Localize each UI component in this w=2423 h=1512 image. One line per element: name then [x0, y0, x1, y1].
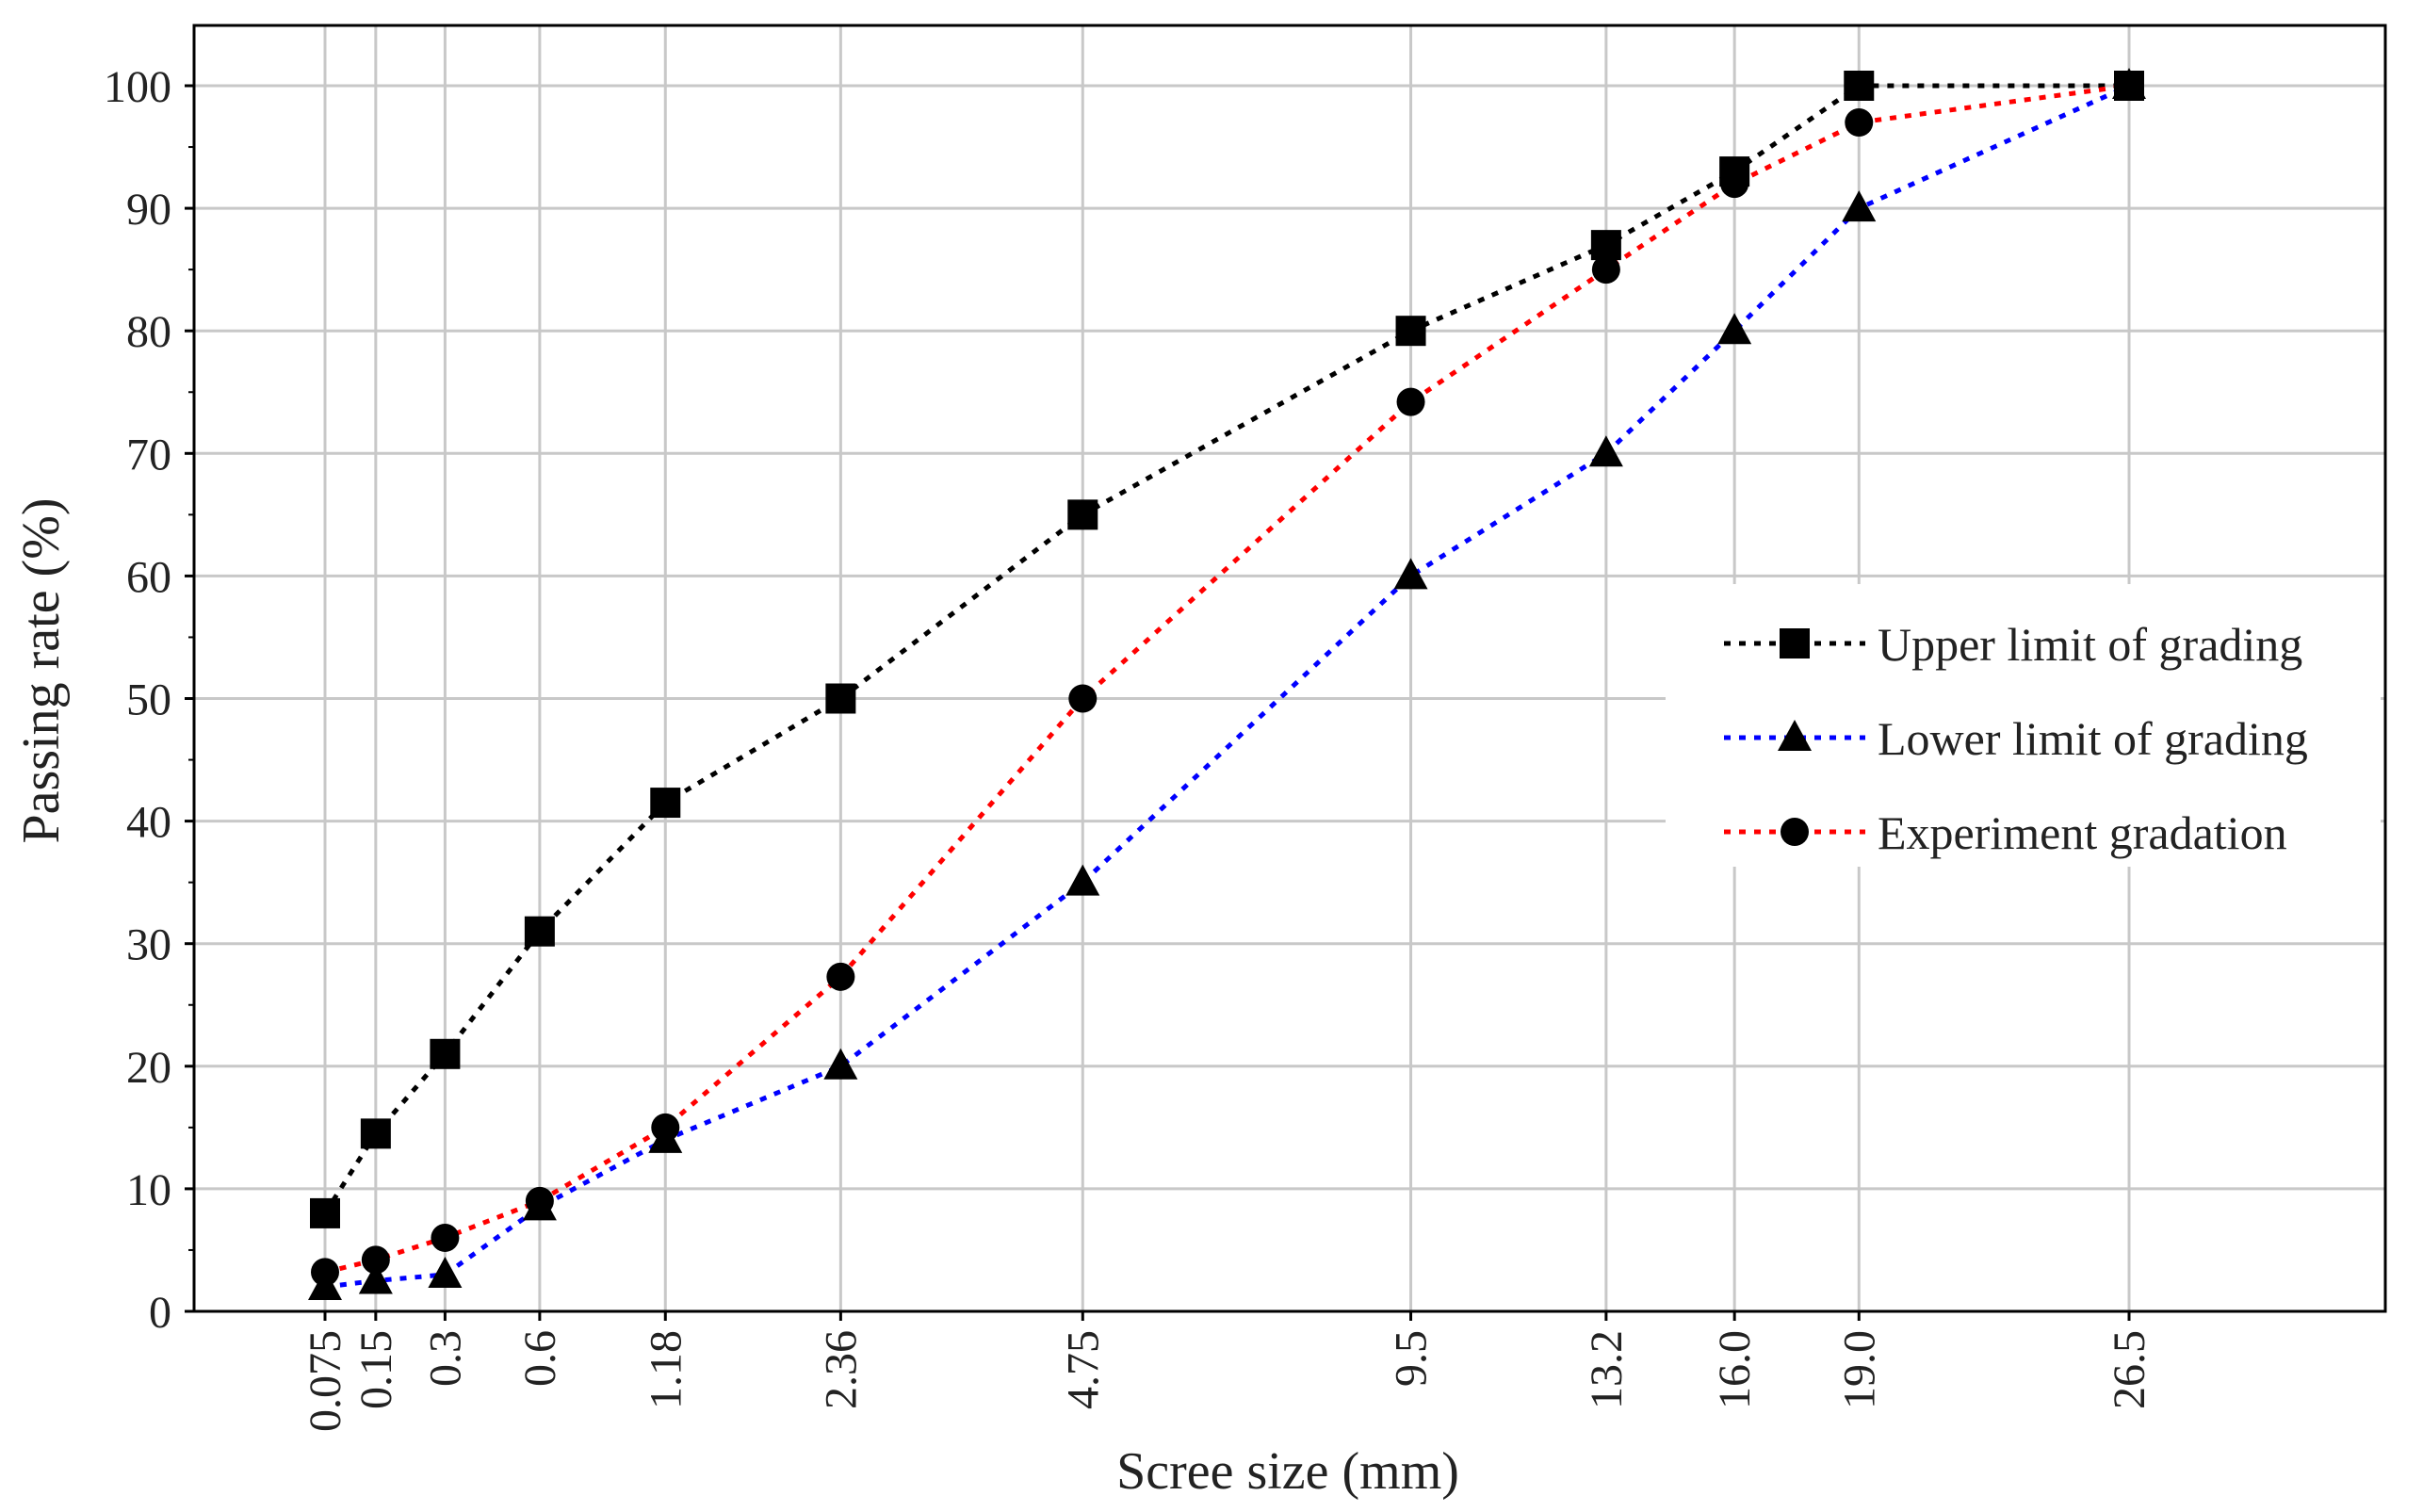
point-lower-limit-of-grading-9-5 — [1393, 558, 1428, 590]
y-tick-label-10: 10 — [126, 1165, 171, 1215]
y-tick-label-40: 40 — [126, 798, 171, 848]
grid-lines — [194, 25, 2385, 1313]
x-axis-title: Scree size (mm) — [1116, 1442, 1459, 1501]
x-tick-label-0-075: 0.075 — [301, 1330, 350, 1432]
x-tick-label-0-15: 0.15 — [351, 1330, 401, 1409]
y-tick-label-90: 90 — [126, 185, 171, 235]
legend-label-upper-limit-of-grading: Upper limit of grading — [1878, 618, 2302, 671]
y-tick-label-70: 70 — [126, 430, 171, 480]
point-experiment-gradation-16-0 — [1720, 170, 1749, 199]
data-markers — [308, 68, 2146, 1300]
point-experiment-gradation-0-15 — [361, 1245, 390, 1275]
x-tick-label-26-5: 26.5 — [2105, 1330, 2155, 1409]
point-lower-limit-of-grading-16-0 — [1717, 313, 1752, 345]
point-lower-limit-of-grading-13-2 — [1588, 435, 1623, 467]
y-tick-label-100: 100 — [104, 62, 171, 112]
tick-labels: 0 10 20 30 40 50 60 70 80 90 100 0.075 0.15 0.3 0.6 1.1… — [104, 62, 2155, 1432]
x-tick-label-0-3: 0.3 — [420, 1330, 470, 1387]
x-tick-label-0-6: 0.6 — [515, 1330, 565, 1387]
series-line-lower-limit-of-grading — [324, 83, 2131, 1290]
point-experiment-gradation-1-18 — [651, 1113, 680, 1142]
legend: Upper limit of grading Lower limit of gra… — [1724, 618, 2308, 859]
point-upper-limit-of-grading-0-3 — [430, 1038, 461, 1069]
legend-label-lower-limit-of-grading: Lower limit of grading — [1878, 712, 2308, 765]
point-experiment-gradation-2-36 — [826, 962, 855, 991]
x-tick-label-2-36: 2.36 — [816, 1330, 866, 1409]
point-upper-limit-of-grading-1-18 — [650, 788, 681, 819]
series-line-experiment-gradation — [324, 83, 2130, 1275]
point-upper-limit-of-grading-0-075 — [310, 1197, 340, 1228]
point-experiment-gradation-13-2 — [1591, 255, 1620, 285]
point-upper-limit-of-grading-4-75 — [1067, 499, 1098, 530]
y-tick-label-50: 50 — [126, 675, 171, 725]
point-experiment-gradation-19-0 — [1845, 108, 1874, 138]
x-tick-label-19-0: 19.0 — [1834, 1330, 1884, 1409]
point-experiment-gradation-26-5 — [2115, 72, 2143, 100]
point-experiment-gradation-4-75 — [1068, 684, 1098, 713]
x-tick-label-16-0: 16.0 — [1710, 1330, 1760, 1409]
y-tick-label-80: 80 — [126, 307, 171, 357]
x-tick-label-4-75: 4.75 — [1058, 1330, 1108, 1409]
legend-marker-experiment-gradation — [1781, 818, 1809, 846]
legend-marker-upper-limit-of-grading — [1780, 628, 1810, 658]
point-experiment-gradation-0-6 — [525, 1186, 554, 1215]
point-lower-limit-of-grading-4-75 — [1065, 864, 1100, 896]
y-tick-label-30: 30 — [126, 920, 171, 970]
point-upper-limit-of-grading-19-0 — [1844, 71, 1875, 101]
point-upper-limit-of-grading-0-15 — [360, 1118, 391, 1149]
y-tick-label-60: 60 — [126, 552, 171, 602]
point-upper-limit-of-grading-9-5 — [1395, 316, 1426, 347]
y-tick-label-0: 0 — [149, 1288, 171, 1338]
point-lower-limit-of-grading-0-15 — [358, 1262, 393, 1294]
plot-frame — [192, 24, 2387, 1313]
point-experiment-gradation-0-075 — [311, 1258, 339, 1287]
point-lower-limit-of-grading-19-0 — [1842, 190, 1877, 222]
legend-marker-lower-limit-of-grading — [1778, 720, 1812, 751]
x-tick-label-13-2: 13.2 — [1582, 1330, 1632, 1409]
axes — [185, 24, 2387, 1321]
point-upper-limit-of-grading-0-6 — [524, 916, 555, 947]
y-tick-label-20: 20 — [126, 1043, 171, 1093]
x-tick-label-1-18: 1.18 — [641, 1330, 691, 1409]
legend-label-experiment-gradation: Experiment gradation — [1878, 806, 2287, 859]
point-experiment-gradation-0-3 — [431, 1223, 460, 1252]
y-axis-title: Passing rate (%) — [12, 497, 71, 843]
point-lower-limit-of-grading-2-36 — [823, 1048, 858, 1080]
point-experiment-gradation-9-5 — [1396, 387, 1425, 416]
x-tick-label-9-5: 9.5 — [1387, 1330, 1437, 1387]
point-upper-limit-of-grading-2-36 — [825, 683, 856, 714]
point-lower-limit-of-grading-0-3 — [428, 1256, 463, 1288]
point-upper-limit-of-grading-13-2 — [1590, 230, 1621, 261]
